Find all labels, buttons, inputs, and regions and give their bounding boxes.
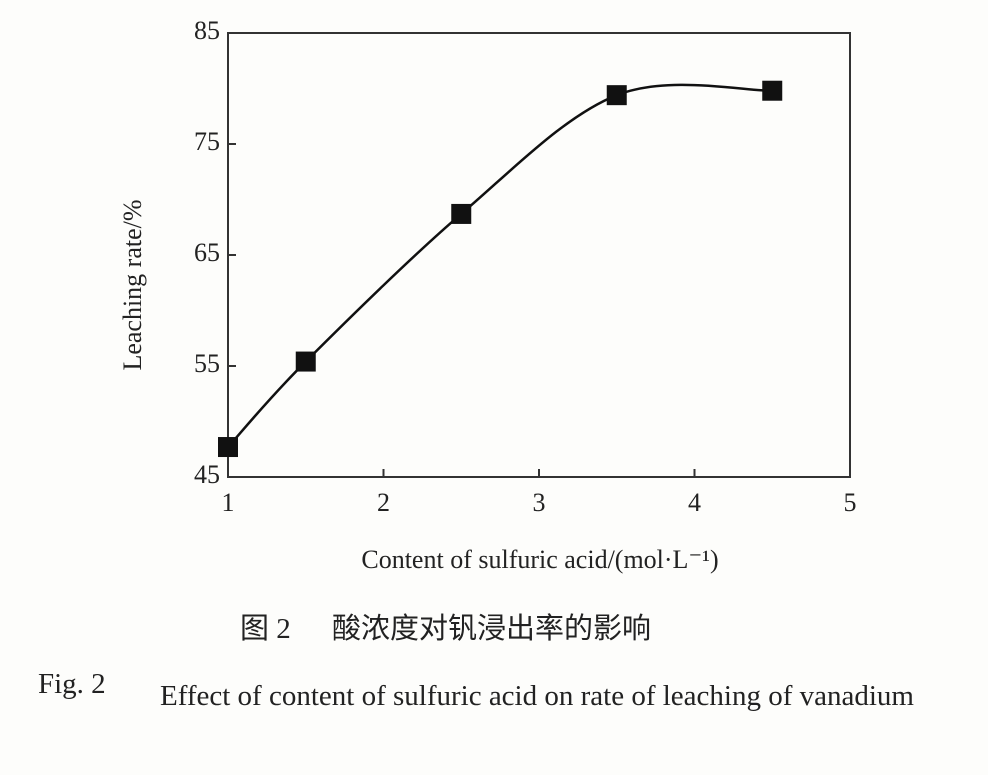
y-tick-label: 65	[194, 238, 220, 267]
x-tick-label: 5	[844, 488, 857, 517]
y-tick-label: 45	[194, 460, 220, 489]
y-tick-label: 75	[194, 127, 220, 156]
x-tick-label: 2	[377, 488, 390, 517]
y-axis-label: Leaching rate/%	[118, 199, 147, 370]
caption-en: Effect of content of sulfuric acid on ra…	[160, 680, 914, 712]
caption-en-label: Fig. 2	[38, 668, 106, 700]
y-tick-label: 85	[194, 16, 220, 45]
data-point	[451, 203, 472, 224]
y-tick-label: 55	[194, 349, 220, 378]
x-axis-label: Content of sulfuric acid/(mol·L⁻¹)	[361, 545, 718, 574]
caption-cn: 酸浓度对钒浸出率的影响	[332, 613, 652, 645]
caption-cn-label: 图 2	[240, 613, 291, 645]
x-tick-label: 4	[688, 488, 701, 517]
plot-frame	[227, 32, 851, 478]
data-point	[606, 85, 627, 106]
x-tick-label: 3	[533, 488, 546, 517]
data-point	[218, 437, 238, 458]
data-line	[227, 83, 773, 448]
data-point	[762, 80, 783, 101]
chart: Content of sulfuric acid/(mol·L⁻¹) Leach…	[118, 16, 857, 574]
data-point	[295, 351, 316, 372]
x-tick-label: 1	[222, 488, 235, 517]
